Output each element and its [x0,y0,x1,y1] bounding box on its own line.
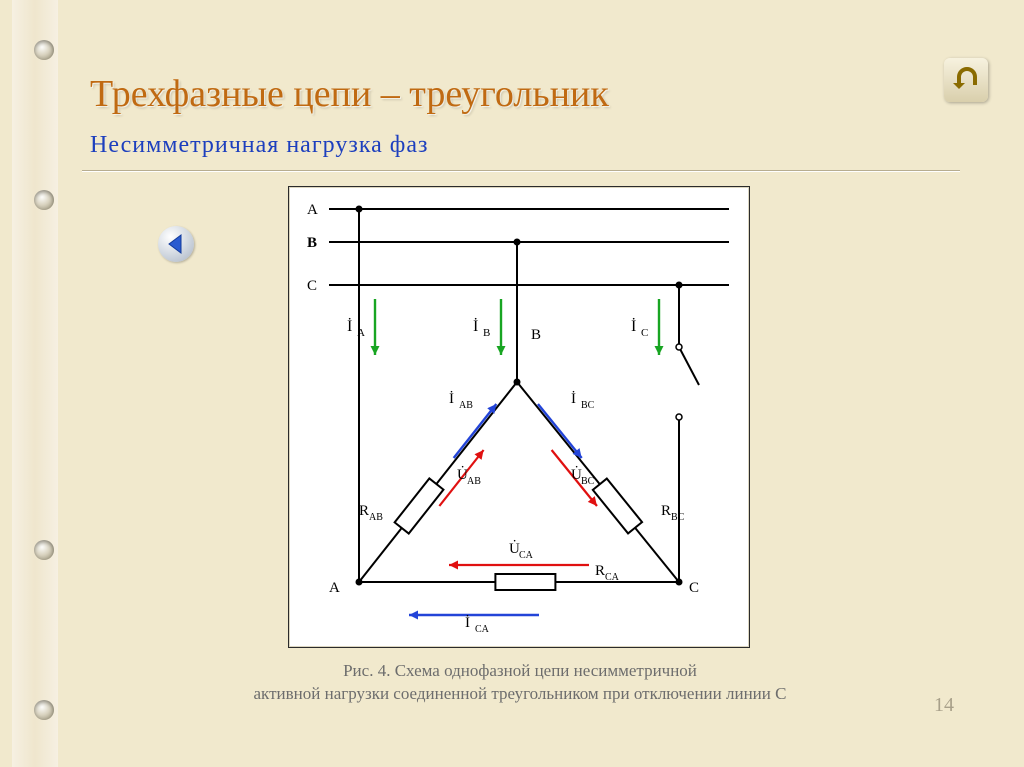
svg-text:C: C [307,278,317,294]
back-button[interactable] [158,226,194,262]
svg-text:A: A [307,202,318,218]
caption-line-2: активной нагрузки соединенной треугольни… [254,684,787,703]
slide-title: Трехфазные цепи – треугольник [90,72,609,116]
svg-text:B: B [307,235,317,251]
svg-text:B: B [531,327,541,343]
circuit-diagram: ABCİAİBİCRABİABU̇ABRBCİBCU̇BCRCAİCAU̇CAA… [288,186,750,648]
svg-text:İ: İ [473,317,478,335]
svg-text:R: R [661,503,671,519]
svg-text:B: B [483,327,490,339]
binder-hole [34,700,54,720]
svg-text:A: A [357,327,365,339]
title-divider [82,170,960,171]
svg-text:AB: AB [467,476,481,487]
figure-caption: Рис. 4. Схема однофазной цепи несимметри… [200,660,840,706]
svg-text:R: R [359,503,369,519]
svg-text:BC: BC [671,512,685,523]
svg-text:İ: İ [449,391,454,407]
svg-text:İ: İ [347,317,352,335]
svg-text:BC: BC [581,476,595,487]
caption-line-1: Рис. 4. Схема однофазной цепи несимметри… [343,661,697,680]
svg-text:A: A [329,580,340,596]
binder-hole [34,190,54,210]
page-number: 14 [934,694,954,717]
svg-text:R: R [595,563,605,579]
return-button[interactable] [944,58,988,102]
triangle-left-icon [158,226,194,262]
svg-text:CA: CA [605,572,620,583]
binder-margin [12,0,58,767]
slide-subtitle: Несимметричная нагрузка фаз [90,132,428,159]
svg-text:CA: CA [519,550,534,561]
svg-text:İ: İ [631,317,636,335]
svg-text:İ: İ [465,615,470,631]
svg-text:AB: AB [459,400,473,411]
svg-text:İ: İ [571,391,576,407]
svg-text:C: C [641,327,648,339]
binder-hole [34,540,54,560]
svg-text:CA: CA [475,624,490,635]
binder-hole [34,40,54,60]
svg-text:AB: AB [369,512,383,523]
slide-page: Трехфазные цепи – треугольник Несимметри… [0,0,1024,767]
u-turn-icon [949,63,983,97]
svg-text:BC: BC [581,400,595,411]
svg-text:C: C [689,580,699,596]
